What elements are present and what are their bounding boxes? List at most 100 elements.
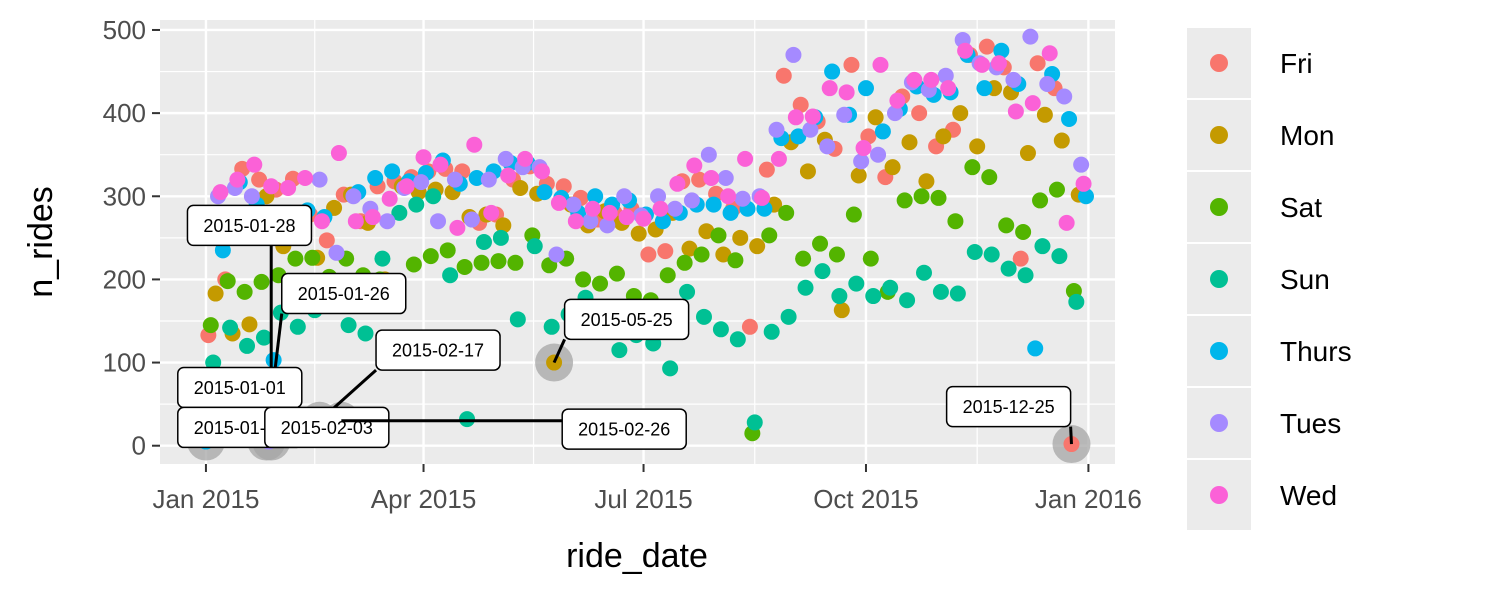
data-point-wed	[770, 150, 787, 167]
y-tick-label: 0	[132, 431, 146, 461]
data-point-sat	[676, 254, 693, 271]
data-point-fri	[843, 56, 860, 73]
data-point-wed	[466, 136, 483, 153]
data-point-sat	[727, 252, 744, 269]
data-point-sun	[949, 285, 966, 302]
data-point-sat	[236, 283, 253, 300]
data-point-sat	[287, 250, 304, 267]
data-point-sun	[408, 196, 425, 213]
data-point-wed	[584, 200, 601, 217]
data-point-sun	[1017, 267, 1034, 284]
x-tick-label: Oct 2015	[813, 484, 919, 514]
legend: Fri Mon Sat Sun Thurs Tues Wed	[1187, 28, 1352, 530]
data-point-wed	[1041, 45, 1058, 62]
data-point-thurs	[1027, 340, 1044, 357]
data-point-sun	[374, 250, 391, 267]
data-point-wed	[720, 188, 737, 205]
data-point-sun	[899, 292, 916, 309]
data-point-sat	[862, 250, 879, 267]
data-point-fri	[1029, 55, 1046, 72]
data-point-fri	[775, 67, 792, 84]
annotation-label: 2015-05-25	[581, 310, 673, 330]
data-point-sat	[913, 188, 930, 205]
data-point-sat	[761, 227, 778, 244]
data-point-sat	[456, 258, 473, 275]
data-point-tues	[1073, 156, 1090, 173]
data-point-thurs	[976, 80, 993, 97]
data-point-tues	[700, 146, 717, 163]
data-point-wed	[364, 209, 381, 226]
data-point-tues	[311, 171, 328, 188]
data-point-sat	[1048, 181, 1065, 198]
legend-label: Mon	[1280, 120, 1334, 151]
annotation-label: 2015-01-01	[194, 378, 286, 398]
annotation-box	[375, 329, 501, 371]
data-point-tues	[785, 46, 802, 63]
data-point-tues	[819, 138, 836, 155]
data-point-mon	[867, 109, 884, 126]
data-point-thurs	[654, 213, 671, 230]
data-point-sat	[998, 217, 1015, 234]
annotation-leader	[552, 338, 566, 364]
data-point-tues	[717, 169, 734, 186]
data-point-mon	[901, 134, 918, 151]
data-point-thurs	[857, 80, 874, 97]
annotation-label: 2015-02-03	[281, 418, 373, 438]
data-point-thurs	[722, 204, 739, 221]
legend-swatch	[1210, 54, 1228, 72]
data-point-sun	[966, 243, 983, 260]
data-point-wed	[381, 190, 398, 207]
data-point-tues	[853, 153, 870, 170]
data-point-mon	[241, 316, 258, 333]
legend-label: Sat	[1280, 192, 1322, 223]
data-point-thurs	[468, 169, 485, 186]
data-point-fri	[911, 105, 928, 122]
data-point-sun	[289, 318, 306, 335]
data-point-wed	[483, 204, 500, 221]
data-point-thurs	[790, 128, 807, 145]
data-point-sun	[357, 325, 374, 342]
legend-swatch	[1210, 342, 1228, 360]
data-point-sun	[340, 317, 357, 334]
data-point-thurs	[214, 242, 231, 259]
data-point-mon	[698, 223, 715, 240]
data-point-tues	[836, 106, 853, 123]
data-point-tues	[734, 190, 751, 207]
data-point-wed	[415, 149, 432, 166]
data-point-wed	[229, 171, 246, 188]
data-point-sat	[507, 254, 524, 271]
data-point-sun	[831, 288, 848, 305]
x-tick-label: Jan 2015	[152, 484, 259, 514]
data-point-wed	[347, 213, 364, 230]
data-point-sat	[930, 189, 947, 206]
data-point-fri	[640, 246, 657, 263]
annotation-leader	[1069, 426, 1073, 445]
data-point-mon	[799, 163, 816, 180]
annotation-box	[280, 272, 407, 315]
data-point-mon	[749, 238, 766, 255]
data-point-sun	[712, 321, 729, 338]
annotations: 2015-01-28 2015-01-26 2015-02-17 2015-05-25…	[177, 204, 1073, 450]
data-point-thurs	[1077, 188, 1094, 205]
data-point-sun	[865, 288, 882, 305]
data-point-mon	[952, 105, 969, 122]
y-tick-label: 200	[103, 264, 146, 294]
data-point-mon	[833, 302, 850, 319]
data-point-fri	[741, 318, 758, 335]
data-point-wed	[1075, 175, 1092, 192]
data-point-mon	[512, 179, 529, 196]
data-point-wed	[855, 140, 872, 157]
data-point-wed	[906, 71, 923, 88]
data-point-sun	[695, 308, 712, 325]
data-point-wed	[1058, 214, 1075, 231]
data-point-sun	[475, 234, 492, 250]
legend-swatch	[1210, 270, 1228, 288]
data-point-thurs	[384, 163, 401, 180]
data-point-sun	[983, 246, 1000, 263]
data-point-sat	[710, 227, 727, 244]
data-point-sun	[1068, 293, 1085, 310]
data-point-tues	[379, 213, 396, 230]
data-point-sat	[1015, 224, 1032, 241]
data-point-sat	[422, 248, 439, 265]
